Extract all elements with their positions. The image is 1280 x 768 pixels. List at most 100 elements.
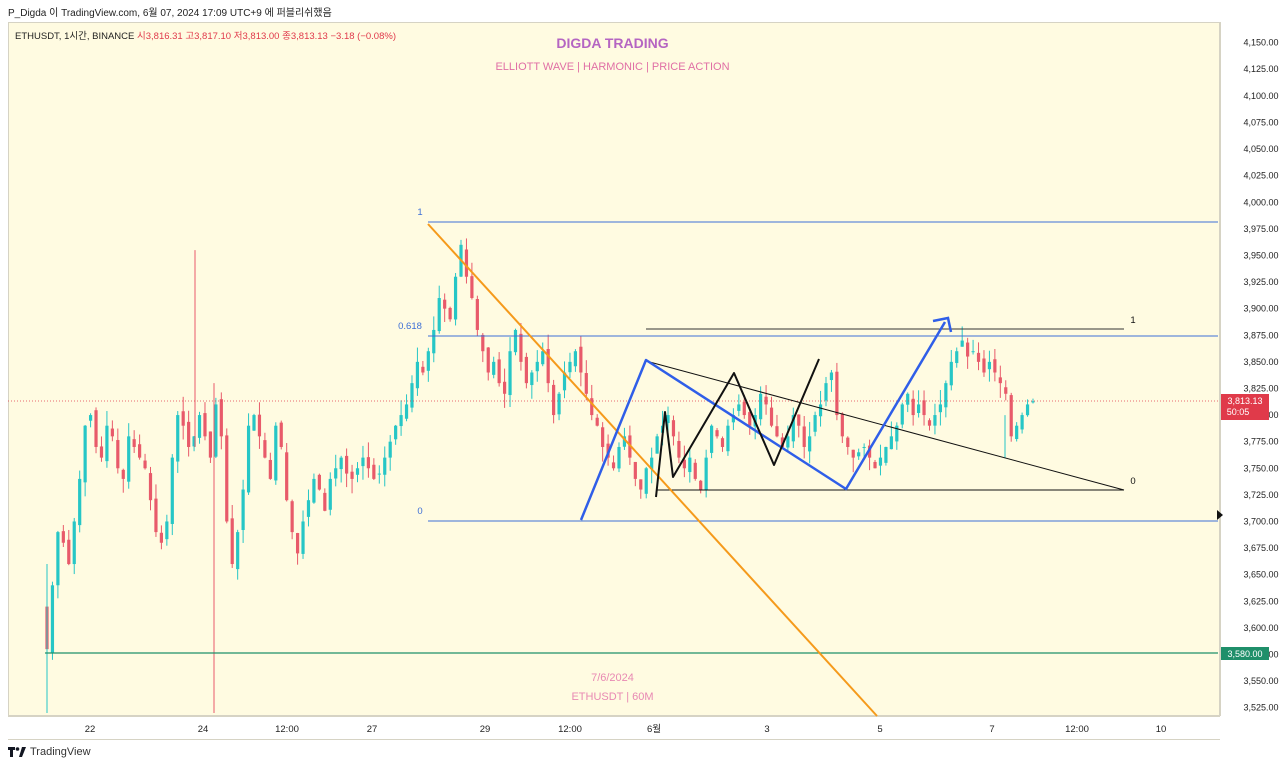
candle (1025, 399, 1030, 417)
candle-body (56, 532, 60, 586)
candle-body (486, 347, 490, 373)
candle-body (644, 468, 648, 494)
candle (154, 484, 158, 537)
candle (377, 465, 381, 484)
candle-body (720, 438, 725, 447)
candle-body (889, 436, 893, 450)
candle-body (317, 474, 321, 490)
candle-body (252, 415, 256, 431)
candle-body (350, 471, 354, 479)
candle (791, 407, 795, 448)
range-label-0: 0 (1130, 476, 1135, 487)
candle (835, 362, 839, 421)
candle (731, 408, 735, 431)
candle (138, 434, 142, 460)
symbol-name[interactable]: ETHUSDT, 1시간, BINANCE (15, 31, 135, 42)
candle (541, 342, 545, 367)
candle (709, 424, 714, 459)
candles (45, 238, 1035, 713)
candle-body (67, 539, 71, 565)
candle (50, 581, 55, 660)
candle (513, 328, 518, 356)
candle-body (366, 457, 371, 469)
candle-body (976, 352, 981, 362)
symbol-header: ETHUSDT, 1시간, BINANCE 시3,816.31 고3,817.1… (15, 28, 396, 42)
candle-body (492, 361, 496, 375)
candle-body (50, 585, 55, 654)
chart-pane[interactable] (8, 22, 1220, 716)
candle (257, 402, 262, 449)
candle-body (285, 452, 289, 501)
candle-body (421, 366, 425, 373)
candle-body (464, 249, 469, 277)
candle-body (535, 361, 539, 372)
candle (927, 418, 932, 431)
candle-countdown: 50:05 (1227, 407, 1250, 417)
black-zigzag-pattern[interactable] (655, 358, 820, 498)
candle-body (203, 413, 207, 437)
candle (857, 448, 861, 460)
current-price-tag: 3,813.13 50:05 (1221, 394, 1269, 420)
candle-body (72, 521, 76, 565)
candle-body (1025, 404, 1030, 416)
candle (464, 238, 469, 284)
candle (94, 407, 98, 454)
candle (241, 479, 245, 543)
candle (306, 489, 311, 527)
candle-body (835, 371, 839, 416)
candle (998, 365, 1002, 398)
candle-body (922, 400, 926, 416)
candle (824, 376, 828, 407)
chart-title: DIGDA TRADING (556, 35, 669, 51)
candle (987, 350, 992, 382)
candle (502, 368, 507, 408)
candle-body (759, 393, 763, 420)
candle (808, 421, 812, 464)
candle (132, 430, 136, 453)
time-tick-label: 27 (367, 724, 378, 735)
candle-body (83, 425, 87, 483)
candle (1015, 422, 1019, 442)
candle-body (99, 446, 104, 458)
candle-body (121, 469, 125, 479)
candle (56, 530, 60, 599)
candle (508, 337, 512, 407)
candle-body (295, 533, 300, 554)
candle-body (818, 404, 823, 417)
blue-wave-pattern[interactable] (579, 321, 947, 521)
price-tick-label: 3,875.00 (1243, 330, 1278, 340)
time-axis[interactable] (8, 716, 1220, 740)
price-tick-label: 3,675.00 (1243, 543, 1278, 553)
candle (219, 392, 223, 450)
price-tick-label: 3,900.00 (1243, 304, 1278, 314)
candle (350, 464, 354, 494)
candle (933, 403, 937, 435)
candle-body (726, 425, 730, 452)
candle-body (208, 431, 213, 458)
time-tick-label: 3 (764, 724, 769, 735)
candle-body (639, 479, 643, 490)
candle (938, 389, 942, 426)
footer-brand-text: TradingView (30, 746, 91, 758)
candle-body (960, 340, 964, 347)
price-tick-label: 4,150.00 (1243, 38, 1278, 48)
candle (181, 396, 185, 440)
orange-trendline[interactable] (427, 223, 878, 717)
candle-body (94, 410, 98, 447)
candle-body (562, 372, 567, 391)
footer-brand[interactable]: TradingView (8, 746, 91, 758)
candle-body (154, 498, 158, 533)
candle-body (857, 452, 861, 457)
candle (1020, 412, 1024, 434)
candle-body (797, 414, 801, 426)
candle (225, 428, 229, 524)
candle-body (306, 500, 311, 517)
candle-body (257, 414, 262, 437)
candle-body (731, 415, 735, 423)
candle (492, 356, 496, 379)
price-axis[interactable] (1220, 22, 1280, 716)
candle-body (775, 426, 779, 437)
candle (546, 334, 550, 393)
candle (769, 396, 774, 428)
